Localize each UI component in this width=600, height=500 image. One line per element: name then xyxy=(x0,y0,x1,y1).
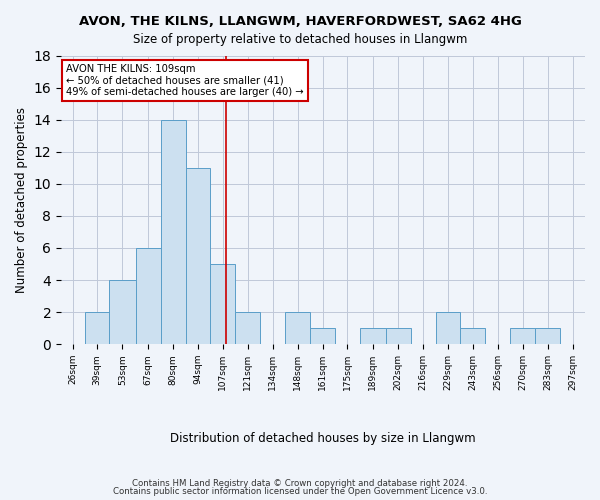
Bar xyxy=(161,120,185,344)
X-axis label: Distribution of detached houses by size in Llangwm: Distribution of detached houses by size … xyxy=(170,432,476,445)
Bar xyxy=(436,312,460,344)
Bar xyxy=(235,312,260,344)
Bar xyxy=(510,328,535,344)
Bar xyxy=(136,248,161,344)
Bar xyxy=(211,264,235,344)
Text: AVON THE KILNS: 109sqm
← 50% of detached houses are smaller (41)
49% of semi-det: AVON THE KILNS: 109sqm ← 50% of detached… xyxy=(66,64,304,98)
Bar xyxy=(386,328,410,344)
Bar xyxy=(460,328,485,344)
Text: AVON, THE KILNS, LLANGWM, HAVERFORDWEST, SA62 4HG: AVON, THE KILNS, LLANGWM, HAVERFORDWEST,… xyxy=(79,15,521,28)
Bar xyxy=(85,312,109,344)
Text: Contains public sector information licensed under the Open Government Licence v3: Contains public sector information licen… xyxy=(113,487,487,496)
Y-axis label: Number of detached properties: Number of detached properties xyxy=(15,107,28,293)
Bar xyxy=(285,312,310,344)
Bar xyxy=(535,328,560,344)
Bar xyxy=(185,168,211,344)
Text: Size of property relative to detached houses in Llangwm: Size of property relative to detached ho… xyxy=(133,32,467,46)
Text: Contains HM Land Registry data © Crown copyright and database right 2024.: Contains HM Land Registry data © Crown c… xyxy=(132,478,468,488)
Bar xyxy=(360,328,386,344)
Bar xyxy=(310,328,335,344)
Bar xyxy=(109,280,136,344)
